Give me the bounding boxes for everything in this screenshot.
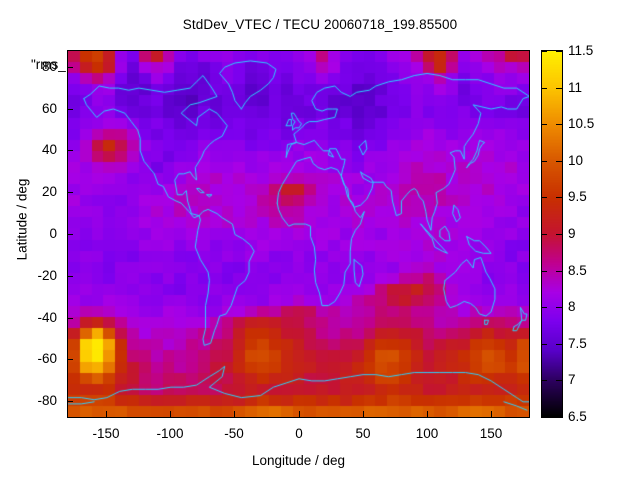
- colorbar-tick-label: 7: [568, 372, 576, 387]
- colorbar-tick-mark-outer: [556, 124, 563, 125]
- x-axis-title: Longitude / deg: [251, 453, 346, 468]
- x-tick-mark: [363, 411, 364, 417]
- y-tick-label: 0: [49, 226, 57, 241]
- colorbar-tick-mark-outer: [556, 197, 563, 198]
- x-tick-label: 0: [295, 426, 303, 441]
- colorbar-tick-mark: [541, 161, 547, 162]
- colorbar-tick-mark-outer: [556, 161, 563, 162]
- colorbar-tick-mark-outer: [556, 271, 563, 272]
- x-tick-mark: [491, 411, 492, 417]
- colorbar-gradient: [542, 51, 562, 417]
- x-tick-mark: [234, 411, 235, 417]
- colorbar-tick-mark-outer: [556, 234, 563, 235]
- colorbar-tick-label: 10.5: [568, 116, 595, 131]
- colorbar-tick-label: 7.5: [568, 336, 587, 351]
- colorbar-tick-mark: [541, 234, 547, 235]
- colorbar-tick-label: 9: [568, 226, 576, 241]
- y-tick-label: 80: [41, 59, 57, 74]
- y-tick-mark: [67, 234, 73, 235]
- y-tick-mark: [67, 150, 73, 151]
- colorbar-tick-label: 11.5: [568, 43, 594, 58]
- y-tick-mark: [67, 109, 73, 110]
- y-tick-mark: [67, 401, 73, 402]
- colorbar-tick-mark: [541, 88, 547, 89]
- y-tick-label: 20: [41, 184, 57, 199]
- y-axis-title: Latitude / deg: [14, 178, 30, 261]
- y-tick-mark: [67, 318, 73, 319]
- colorbar-tick-label: 8.5: [568, 263, 587, 278]
- colorbar-tick-label: 6.5: [568, 409, 587, 424]
- y-tick-mark: [67, 67, 73, 68]
- colorbar-tick-mark-outer: [556, 88, 563, 89]
- x-tick-label: -150: [92, 426, 120, 441]
- x-tick-label: 150: [479, 426, 503, 441]
- x-tick-label: 50: [355, 426, 371, 441]
- x-tick-label: 100: [415, 426, 439, 441]
- y-tick-mark: [67, 276, 73, 277]
- y-tick-label: -60: [37, 351, 57, 366]
- plot-title: StdDev_VTEC / TECU 20060718_199.85500: [182, 17, 458, 32]
- colorbar-tick-mark: [541, 51, 547, 52]
- x-tick-label: -50: [224, 426, 244, 441]
- colorbar-tick-mark-outer: [556, 344, 563, 345]
- colorbar-tick-label: 8: [568, 299, 576, 314]
- colorbar-tick-mark: [541, 417, 547, 418]
- colorbar-tick-mark: [541, 124, 547, 125]
- colorbar-tick-label: 10: [568, 153, 584, 168]
- y-tick-label: -80: [37, 393, 57, 408]
- colorbar-tick-mark-outer: [556, 380, 563, 381]
- x-tick-mark: [170, 411, 171, 417]
- y-tick-mark: [67, 359, 73, 360]
- x-tick-mark: [299, 411, 300, 417]
- colorbar-tick-mark: [541, 344, 547, 345]
- stray-rms-label-artifact: "rms_: [31, 57, 66, 72]
- x-tick-mark: [106, 411, 107, 417]
- colorbar-tick-label: 11: [568, 80, 583, 95]
- colorbar-tick-mark-outer: [556, 51, 563, 52]
- y-tick-label: -20: [37, 268, 57, 283]
- colorbar-tick-mark-outer: [556, 417, 563, 418]
- colorbar-tick-label: 9.5: [568, 189, 587, 204]
- y-tick-label: 40: [41, 142, 57, 157]
- colorbar-tick-mark: [541, 307, 547, 308]
- colorbar-tick-mark: [541, 380, 547, 381]
- vtec-stddev-heatmap: [68, 51, 529, 417]
- x-tick-mark: [427, 411, 428, 417]
- y-tick-mark: [67, 192, 73, 193]
- y-tick-label: 60: [41, 101, 57, 116]
- y-tick-label: -40: [37, 310, 57, 325]
- colorbar-tick-mark: [541, 197, 547, 198]
- colorbar-tick-mark-outer: [556, 307, 563, 308]
- colorbar-tick-mark: [541, 271, 547, 272]
- map-plot-area[interactable]: [67, 50, 530, 418]
- x-tick-label: -100: [156, 426, 184, 441]
